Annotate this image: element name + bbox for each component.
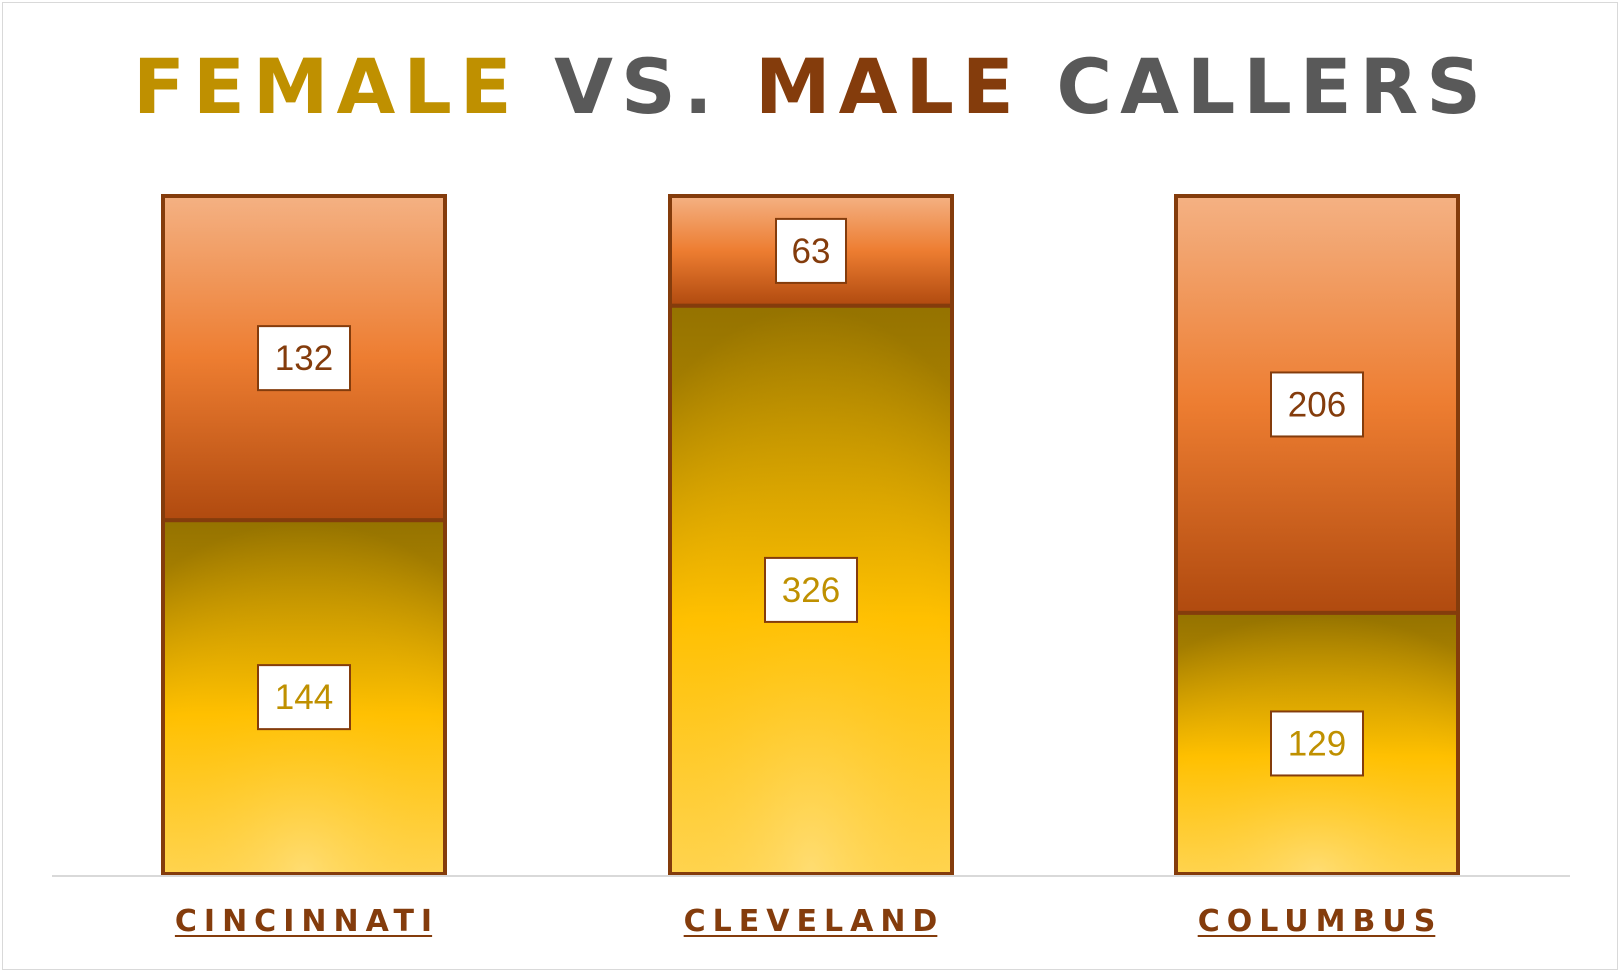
data-label-male-columbus: 206 [1270, 371, 1364, 438]
data-label-female-cincinnati: 144 [257, 664, 351, 731]
svg-text:COLUMBUS: COLUMBUS [1198, 904, 1443, 939]
svg-text:144: 144 [275, 678, 333, 717]
category-label-cleveland: CLEVELAND [683, 904, 945, 939]
title-vs-word: VS. [554, 42, 721, 131]
svg-text:132: 132 [275, 339, 333, 378]
title-male-word: MALE [755, 42, 1022, 131]
svg-text:206: 206 [1288, 385, 1346, 424]
category-label-columbus: COLUMBUS [1197, 904, 1443, 939]
title-female-word: FEMALE [133, 42, 520, 131]
data-label-male-cleveland: 63 [775, 217, 847, 284]
svg-text:63: 63 [792, 232, 831, 271]
data-label-female-cleveland: 326 [764, 556, 858, 623]
data-label-male-cincinnati: 132 [257, 325, 351, 392]
svg-text:CINCINNATI: CINCINNATI [175, 904, 439, 939]
data-label-female-columbus: 129 [1270, 710, 1364, 777]
title-callers-word: CALLERS [1056, 42, 1489, 131]
category-label-cincinnati: CINCINNATI [174, 904, 439, 939]
chart-title: FEMALE VS. MALE CALLERS [0, 42, 1622, 132]
svg-text:326: 326 [782, 571, 840, 610]
svg-text:CLEVELAND: CLEVELAND [684, 904, 945, 939]
svg-text:129: 129 [1288, 724, 1346, 763]
